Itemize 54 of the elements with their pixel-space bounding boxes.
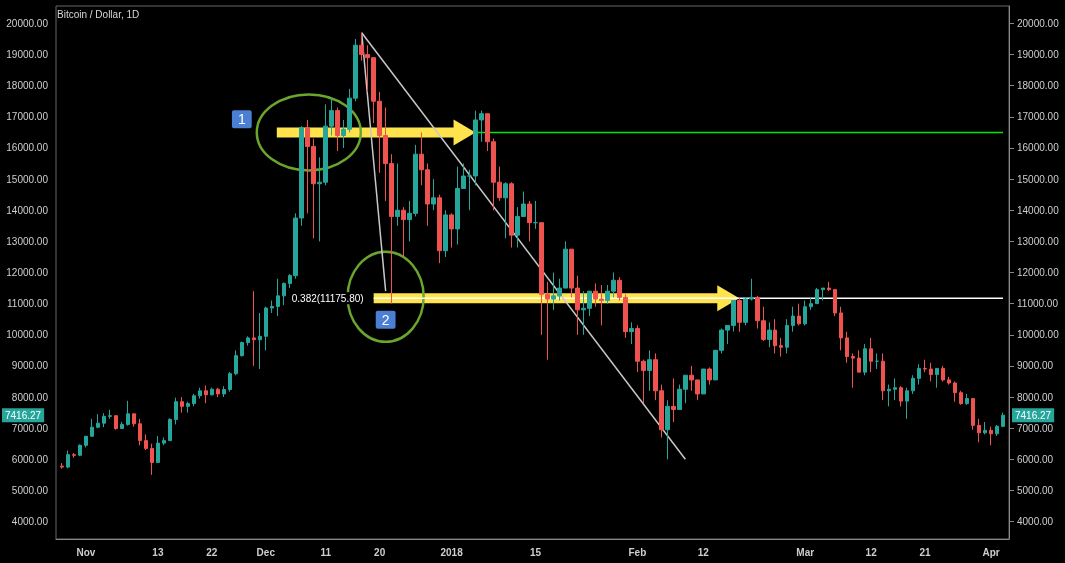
x-tick-label: 22	[206, 546, 218, 558]
x-tick-label: 12	[697, 546, 710, 558]
x-tick-label: Apr	[982, 546, 1000, 558]
x-tick-label: Mar	[796, 546, 815, 558]
x-tick-label: 11	[320, 546, 332, 558]
series-label: 0.382(11175.80)	[291, 292, 364, 304]
y-tick-label: 16000.00	[6, 142, 49, 154]
y2-tick-label: 18000.00	[1017, 80, 1060, 92]
y-tick-label: 5000.00	[11, 484, 49, 496]
y-tick-label: 15000.00	[6, 173, 49, 185]
chart-title: Bitcoin / Dollar, 1D	[57, 8, 140, 20]
y-tick-label: 7000.00	[11, 422, 49, 434]
annotation: 1	[237, 111, 246, 128]
y-tick-label: 17000.00	[6, 111, 49, 123]
y-tick-label: 4000.00	[11, 516, 49, 528]
x-tick-label: 12	[865, 546, 878, 558]
y2-tick-label: 12000.00	[1017, 267, 1060, 278]
x-tick-label: 15	[529, 546, 542, 558]
y2-tick-label: 15000.00	[1017, 173, 1060, 185]
y2-tick-label: 5000.00	[1017, 484, 1054, 496]
x-tick-label: 2018	[440, 546, 464, 558]
text: 7416.27	[5, 409, 42, 421]
y-tick-label: 9000.00	[11, 360, 49, 372]
text: 7416.27	[1015, 409, 1052, 421]
y2-tick-label: 13000.00	[1017, 235, 1060, 247]
y2-tick-label: 6000.00	[1017, 453, 1054, 465]
x-tick-label: 20	[374, 546, 386, 558]
y2-tick-label: 14000.00	[1017, 204, 1060, 216]
y2-tick-label: 19000.00	[1017, 49, 1060, 61]
y2-tick-label: 17000.00	[1017, 111, 1060, 123]
y2-tick-label: 7000.00	[1017, 422, 1054, 434]
y2-tick-label: 20000.00	[1017, 17, 1060, 29]
y-tick-label: 6000.00	[11, 453, 49, 465]
y-tick-label: 20000.00	[6, 17, 49, 29]
y-tick-label: 8000.00	[11, 391, 49, 403]
y2-tick-label: 9000.00	[1017, 360, 1054, 372]
x-tick-label: Feb	[628, 546, 647, 558]
y-tick-label: 14000.00	[6, 204, 49, 216]
y2-tick-label: 16000.00	[1017, 142, 1060, 154]
y-tick-label: 11000.00	[7, 298, 49, 310]
y2-tick-label: 8000.00	[1017, 391, 1054, 403]
x-tick-label: 21	[919, 546, 932, 558]
y2-tick-label: 10000.00	[1017, 329, 1060, 341]
y-tick-label: 18000.00	[6, 80, 49, 92]
annotation: 2	[381, 311, 390, 328]
x-tick-label: Nov	[76, 546, 96, 558]
x-tick-label: 13	[152, 546, 164, 558]
y-tick-label: 13000.00	[6, 235, 49, 247]
y2-tick-label: 4000.00	[1017, 516, 1054, 528]
y-tick-label: 10000.00	[6, 329, 49, 341]
y-tick-label: 12000.00	[6, 267, 49, 278]
y2-tick-label: 11000.00	[1017, 298, 1059, 310]
y-tick-label: 19000.00	[6, 49, 49, 61]
x-tick-label: Dec	[256, 546, 276, 558]
